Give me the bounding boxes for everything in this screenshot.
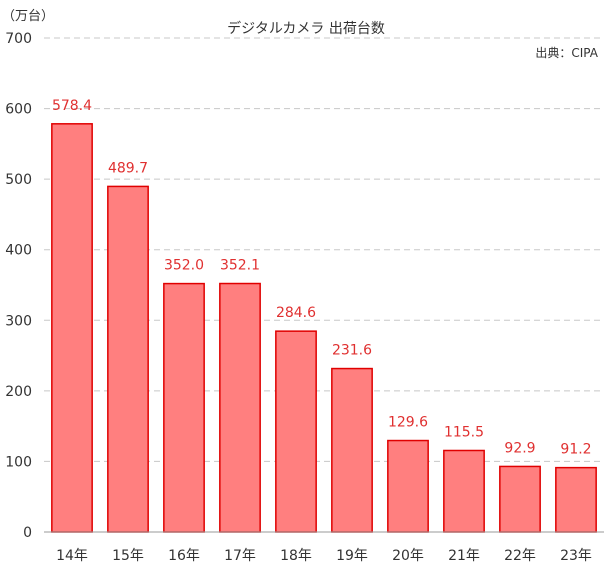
x-tick-label: 15年 xyxy=(112,548,144,564)
data-label: 352.1 xyxy=(220,258,260,274)
bar xyxy=(51,123,93,533)
data-label: 284.6 xyxy=(276,305,316,321)
bar xyxy=(107,185,149,533)
y-unit-label: （万台） xyxy=(2,9,54,24)
x-tick-label: 21年 xyxy=(448,548,480,564)
x-tick-label: 19年 xyxy=(336,548,368,564)
y-tick-label: 100 xyxy=(5,454,32,470)
y-tick-label: 300 xyxy=(5,313,32,329)
data-label: 91.2 xyxy=(560,442,591,458)
bar xyxy=(331,367,373,533)
bar xyxy=(219,282,261,533)
data-label: 115.5 xyxy=(444,424,484,440)
y-tick-label: 200 xyxy=(5,384,32,400)
bar xyxy=(275,330,317,533)
bar xyxy=(443,449,485,533)
data-label: 352.0 xyxy=(164,258,204,274)
bar xyxy=(499,465,541,533)
y-tick-label: 400 xyxy=(5,243,32,259)
chart-title: デジタルカメラ 出荷台数 xyxy=(227,20,385,37)
x-tick-label: 23年 xyxy=(560,548,592,564)
data-label: 92.9 xyxy=(504,440,535,456)
x-tick-label: 17年 xyxy=(224,548,256,564)
x-tick-label: 14年 xyxy=(56,548,88,564)
data-label: 578.4 xyxy=(52,98,92,114)
axes: 0 100 200 300 400 500 600 700 14年 15年 16年 17年 18年 19年… xyxy=(5,31,604,564)
bar xyxy=(555,466,597,533)
data-label: 129.6 xyxy=(388,415,428,431)
bar xyxy=(387,439,429,533)
bars: 578.4 489.7 352.0 352.1 284.6 231.6 129.6 115.5… xyxy=(51,98,597,533)
y-tick-label: 0 xyxy=(23,525,32,541)
x-tick-label: 18年 xyxy=(280,548,312,564)
y-tick-label: 700 xyxy=(5,31,32,47)
source-note: 出典：CIPA xyxy=(535,46,598,60)
x-tick-label: 22年 xyxy=(504,548,536,564)
data-label: 489.7 xyxy=(108,160,148,176)
y-tick-label: 500 xyxy=(5,172,32,188)
y-tick-label: 600 xyxy=(5,102,32,118)
x-tick-label: 16年 xyxy=(168,548,200,564)
x-tick-label: 20年 xyxy=(392,548,424,564)
data-label: 231.6 xyxy=(332,343,372,359)
bar xyxy=(163,282,205,533)
